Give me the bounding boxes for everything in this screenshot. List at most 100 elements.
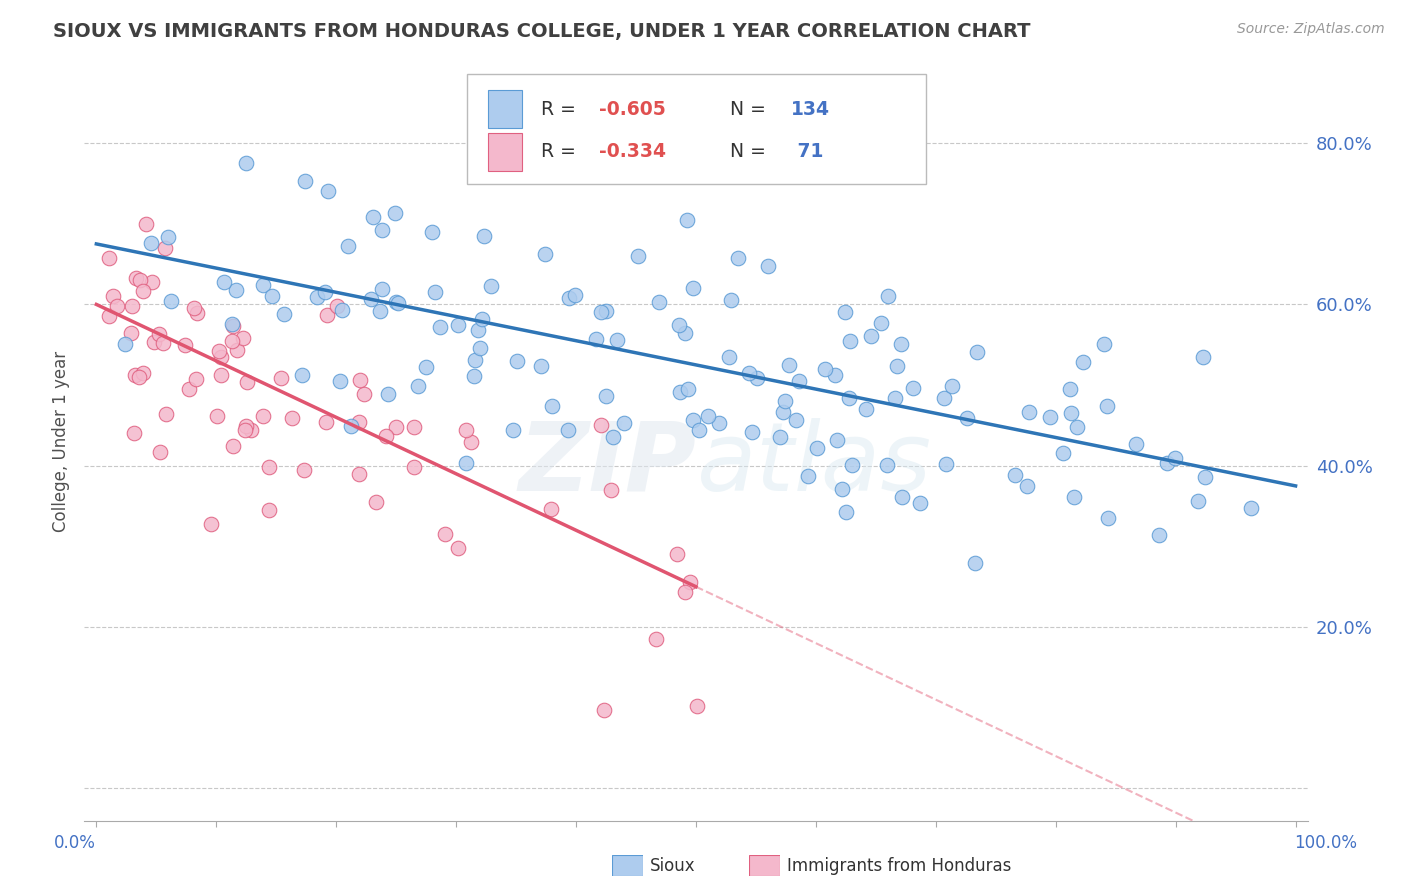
Point (472, 228, 495, 243)
Point (908, 496, 931, 510)
Point (591, 305, 613, 319)
Point (1018, 405, 1040, 419)
Point (1039, 409, 1062, 424)
Point (595, 389, 617, 403)
Point (901, 381, 924, 395)
Point (460, 434, 482, 449)
Point (270, 370, 292, 384)
Point (377, 387, 399, 401)
Point (209, 350, 232, 364)
Point (314, 285, 336, 299)
Point (741, 425, 763, 439)
Point (593, 702, 616, 716)
Point (315, 308, 337, 322)
Point (1192, 350, 1215, 364)
Point (1004, 468, 1026, 483)
Point (557, 423, 579, 437)
Point (97, 309, 120, 323)
Point (679, 574, 702, 589)
Point (384, 295, 406, 310)
Point (1059, 382, 1081, 396)
Point (468, 341, 491, 355)
Point (1015, 479, 1038, 493)
Text: SIOUX VS IMMIGRANTS FROM HONDURAS COLLEGE, UNDER 1 YEAR CORRELATION CHART: SIOUX VS IMMIGRANTS FROM HONDURAS COLLEG… (53, 22, 1031, 41)
Point (281, 410, 304, 425)
Point (105, 299, 128, 313)
Point (125, 271, 148, 285)
Text: R =: R = (541, 143, 582, 161)
Point (627, 249, 650, 263)
Point (221, 334, 243, 349)
Point (558, 291, 581, 305)
Point (540, 502, 562, 516)
Point (1060, 406, 1083, 420)
Point (122, 426, 145, 441)
Point (240, 423, 263, 437)
Text: -0.334: -0.334 (599, 143, 666, 161)
Point (1066, 419, 1088, 434)
Point (114, 337, 136, 351)
Point (384, 206, 406, 220)
Point (464, 136, 486, 151)
Point (668, 385, 690, 400)
Point (824, 368, 846, 383)
Point (207, 344, 229, 359)
Point (890, 336, 912, 351)
Point (682, 281, 704, 295)
Point (353, 387, 375, 401)
Point (214, 276, 236, 290)
Point (339, 419, 361, 434)
Point (534, 246, 557, 260)
Point (387, 295, 409, 310)
Point (1187, 494, 1209, 508)
Point (806, 441, 828, 455)
Point (232, 331, 254, 345)
Point (883, 392, 905, 406)
Point (502, 423, 524, 437)
Point (707, 416, 730, 430)
Point (252, 409, 274, 423)
Point (841, 458, 863, 472)
Text: N =: N = (730, 143, 772, 161)
Point (222, 319, 245, 334)
Point (139, 235, 162, 250)
Point (613, 416, 636, 430)
Point (273, 307, 295, 321)
Point (606, 334, 628, 348)
Point (361, 211, 384, 225)
Text: ZIP: ZIP (517, 417, 696, 511)
Text: R =: R = (541, 100, 582, 119)
Point (371, 282, 394, 296)
Point (1156, 457, 1178, 471)
Point (425, 285, 447, 300)
Point (347, 467, 370, 482)
Point (831, 482, 853, 496)
Point (647, 294, 669, 309)
Point (769, 430, 792, 444)
Point (141, 275, 163, 289)
Text: Sioux: Sioux (650, 857, 695, 875)
Bar (488, 90, 522, 128)
Point (464, 353, 486, 368)
Point (718, 351, 741, 365)
Point (337, 239, 360, 253)
Point (257, 502, 280, 516)
Point (159, 293, 181, 308)
Point (315, 415, 337, 429)
Point (470, 312, 492, 326)
Point (956, 410, 979, 425)
Point (294, 463, 316, 477)
Point (433, 527, 456, 541)
Point (891, 490, 914, 504)
Point (152, 336, 174, 351)
Point (585, 332, 607, 346)
Point (183, 301, 205, 315)
Point (143, 335, 166, 350)
Point (294, 173, 316, 187)
Point (209, 368, 232, 383)
Point (530, 359, 553, 373)
Point (225, 283, 247, 297)
Point (186, 306, 208, 320)
Point (429, 320, 451, 334)
Point (408, 379, 430, 393)
